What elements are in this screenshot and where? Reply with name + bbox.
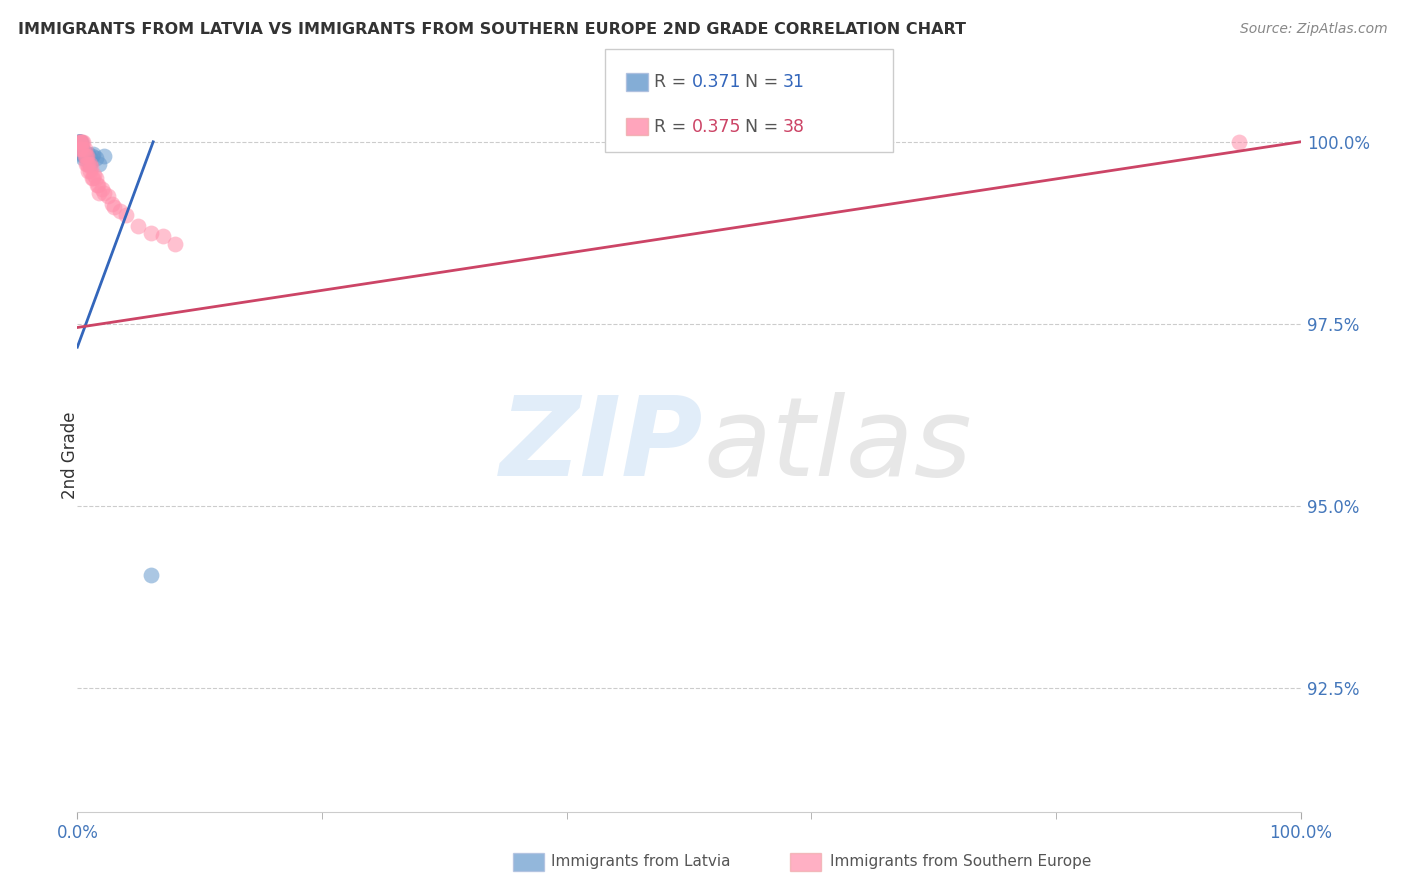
Y-axis label: 2nd Grade: 2nd Grade [62,411,79,499]
Point [87,178,110,193]
Point [73,145,96,160]
Text: IMMIGRANTS FROM LATVIA VS IMMIGRANTS FROM SOUTHERN EUROPE 2ND GRADE CORRELATION : IMMIGRANTS FROM LATVIA VS IMMIGRANTS FRO… [18,22,966,37]
Point [84,171,107,186]
Point [75,147,97,161]
Point [77,164,100,178]
Text: 38: 38 [783,118,806,136]
Point [67,135,90,149]
Point [66,135,89,149]
Point [103,200,125,214]
Point [72,144,94,158]
Point [72,142,94,156]
Point [76,149,98,163]
Point [72,147,94,161]
Point [70,148,93,162]
Text: Immigrants from Southern Europe: Immigrants from Southern Europe [830,855,1091,869]
Point [165,236,187,251]
Point [77,156,100,170]
Point [67,135,90,149]
Point [69,135,91,149]
Point [93,149,115,163]
Point [128,219,150,233]
Point [97,189,120,203]
Point [152,229,174,244]
Point [80,161,103,175]
Point [69,138,91,153]
Point [70,140,93,154]
Point [67,135,90,149]
Point [70,135,93,149]
Text: ZIP: ZIP [499,392,703,500]
Point [67,135,90,149]
Point [80,171,103,186]
Point [1229,135,1251,149]
Point [108,204,131,219]
Text: N =: N = [745,72,785,91]
Point [93,186,115,200]
Point [139,226,162,240]
Point [79,151,101,165]
Text: Immigrants from Latvia: Immigrants from Latvia [551,855,731,869]
Point [82,171,104,186]
Text: N =: N = [745,118,785,136]
Point [73,142,96,156]
Point [73,149,96,163]
Point [67,135,90,149]
Text: R =: R = [654,118,692,136]
Point [70,142,93,156]
Point [72,151,94,165]
Point [77,147,100,161]
Point [84,151,107,165]
Point [70,145,93,160]
Point [139,568,162,582]
Point [72,135,94,149]
Point [76,156,98,170]
Point [100,196,122,211]
Point [70,135,93,149]
Point [69,142,91,156]
Text: Source: ZipAtlas.com: Source: ZipAtlas.com [1240,22,1388,37]
Point [75,149,97,163]
Point [69,135,91,149]
Point [80,149,103,163]
Point [83,168,105,182]
Point [82,147,104,161]
Text: 0.371: 0.371 [692,72,741,91]
Point [115,208,138,222]
Point [75,156,97,170]
Text: R =: R = [654,72,692,91]
Point [69,135,91,149]
Text: 31: 31 [783,72,806,91]
Point [86,178,108,193]
Point [79,156,101,170]
Point [89,156,111,170]
Point [79,164,101,178]
Text: 0.375: 0.375 [692,118,741,136]
Point [70,142,93,156]
Point [89,186,111,200]
Point [79,156,101,170]
Text: atlas: atlas [703,392,972,500]
Point [76,149,98,163]
Point [69,135,91,149]
Point [70,135,93,149]
Point [70,144,93,158]
Point [90,182,112,196]
Point [73,149,96,163]
